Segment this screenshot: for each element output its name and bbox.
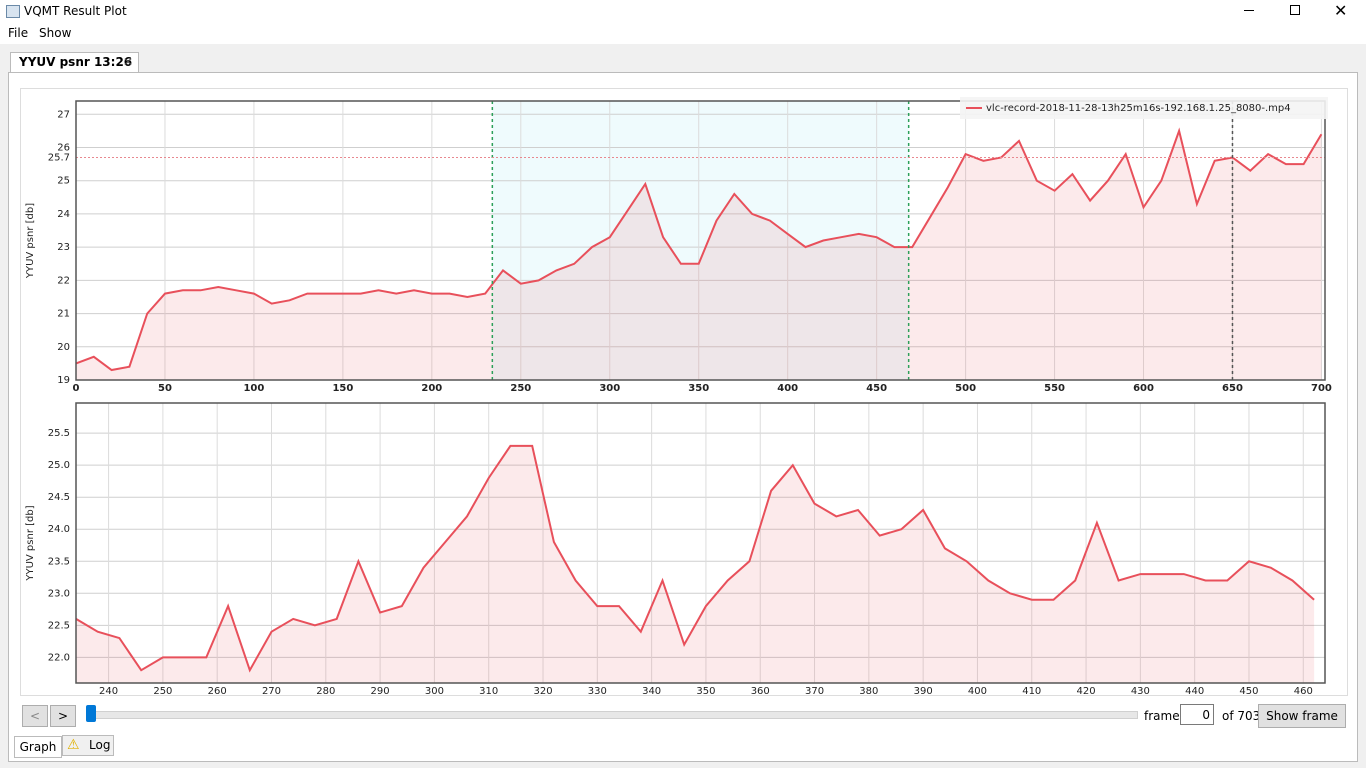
y-axis-label: YYUV psnr [db] [25,505,36,581]
y-tick-label: 25.0 [48,460,70,471]
y-tick-label: 24.0 [48,524,70,535]
window-title: VQMT Result Plot [24,4,127,18]
y-tick-label: 24 [57,209,70,220]
x-tick-label: 280 [316,686,335,697]
x-tick-label: 290 [371,686,390,697]
x-tick-label: 330 [588,686,607,697]
y-tick-label: 20 [57,342,70,353]
x-tick-label: 390 [914,686,933,697]
y-tick-label: 26 [57,143,70,154]
next-button[interactable]: > [50,705,76,727]
area [76,130,1322,380]
x-tick-label: 360 [751,686,770,697]
y-tick-label: 23.5 [48,556,70,567]
y-axis-label: YYUV psnr [db] [25,203,36,279]
x-tick-label: 700 [1311,383,1332,394]
prev-button[interactable]: < [22,705,48,727]
x-tick-label: 250 [153,686,172,697]
tab[interactable]: YYUV psnr 13:26 ✕ [10,52,139,73]
y-tick-label: 24.5 [48,492,70,503]
warning-icon: ⚠ [67,737,80,753]
bottom-tab-label: Log [89,738,111,752]
x-tick-label: 300 [425,686,444,697]
app-icon [6,5,20,18]
frame-label: frame [1144,709,1180,723]
line [75,127,1323,372]
y-tick-label: 23 [57,242,70,253]
frame-count: of 703 [1222,709,1261,723]
frame-slider[interactable] [90,711,1138,719]
x-tick-label: 420 [1077,686,1096,697]
show-frame-button[interactable]: Show frame [1258,704,1346,728]
y-tick-label: 25.5 [48,428,70,439]
menu-item[interactable]: File [8,26,29,40]
bottom-tab[interactable]: Graph [14,736,62,758]
x-tick-label: 380 [859,686,878,697]
slider-handle[interactable] [86,705,96,722]
x-tick-label: 150 [332,383,353,394]
menu-bar: File Show [0,24,1366,44]
x-tick-label: 240 [99,686,118,697]
bottom-tab[interactable]: ⚠ Log [62,735,114,756]
x-tick-label: 300 [599,383,620,394]
plot-area [76,403,1325,683]
y-tick-label: 19 [57,375,70,386]
x-tick-label: 50 [158,383,172,394]
x-tick-label: 460 [1294,686,1313,697]
line [75,444,1315,673]
close-button[interactable]: ✕ [1334,1,1348,20]
y-tick-label: 22.5 [48,620,70,631]
x-tick-label: 350 [696,686,715,697]
y-tick-label: 27 [57,109,70,120]
y-tick-label: 23.0 [48,588,70,599]
menu-item[interactable]: Show [39,26,72,40]
title-bar: VQMT Result Plot ✕ [0,0,1366,24]
x-tick-label: 450 [1239,686,1258,697]
tab-title: YYUV psnr 13:26 [19,55,133,69]
x-tick-label: 500 [955,383,976,394]
x-tick-label: 410 [1022,686,1041,697]
x-tick-label: 430 [1131,686,1150,697]
area [76,445,1315,683]
x-tick-label: 650 [1222,383,1243,394]
x-tick-label: 0 [73,383,80,394]
x-tick-label: 400 [777,383,798,394]
x-tick-label: 370 [805,686,824,697]
x-tick-label: 320 [533,686,552,697]
y-tick-label: 21 [57,309,70,320]
tab-close[interactable]: ✕ [123,55,134,69]
x-tick-label: 200 [421,383,442,394]
x-tick-label: 250 [510,383,531,394]
frame-input[interactable]: 0 [1180,704,1214,725]
x-tick-label: 260 [208,686,227,697]
x-tick-label: 450 [866,383,887,394]
x-tick-label: 350 [688,383,709,394]
y-tick-label: 22 [57,275,70,286]
x-tick-label: 340 [642,686,661,697]
plot-frame [75,100,1326,381]
x-tick-label: 600 [1133,383,1154,394]
x-tick-label: 310 [479,686,498,697]
x-tick-label: 550 [1044,383,1065,394]
legend-label: vlc-record-2018-11-28-13h25m16s-192.168.… [986,103,1291,114]
maximize-button[interactable] [1290,5,1300,15]
marker-label: 25.7 [48,152,70,163]
x-tick-label: 400 [968,686,987,697]
plot-frame [75,402,1326,684]
minimize-button[interactable] [1244,10,1254,11]
y-tick-label: 22.0 [48,652,70,663]
x-tick-label: 100 [243,383,264,394]
y-tick-label: 25 [57,176,70,187]
x-tick-label: 440 [1185,686,1204,697]
x-tick-label: 270 [262,686,281,697]
legend-box [960,97,1328,119]
